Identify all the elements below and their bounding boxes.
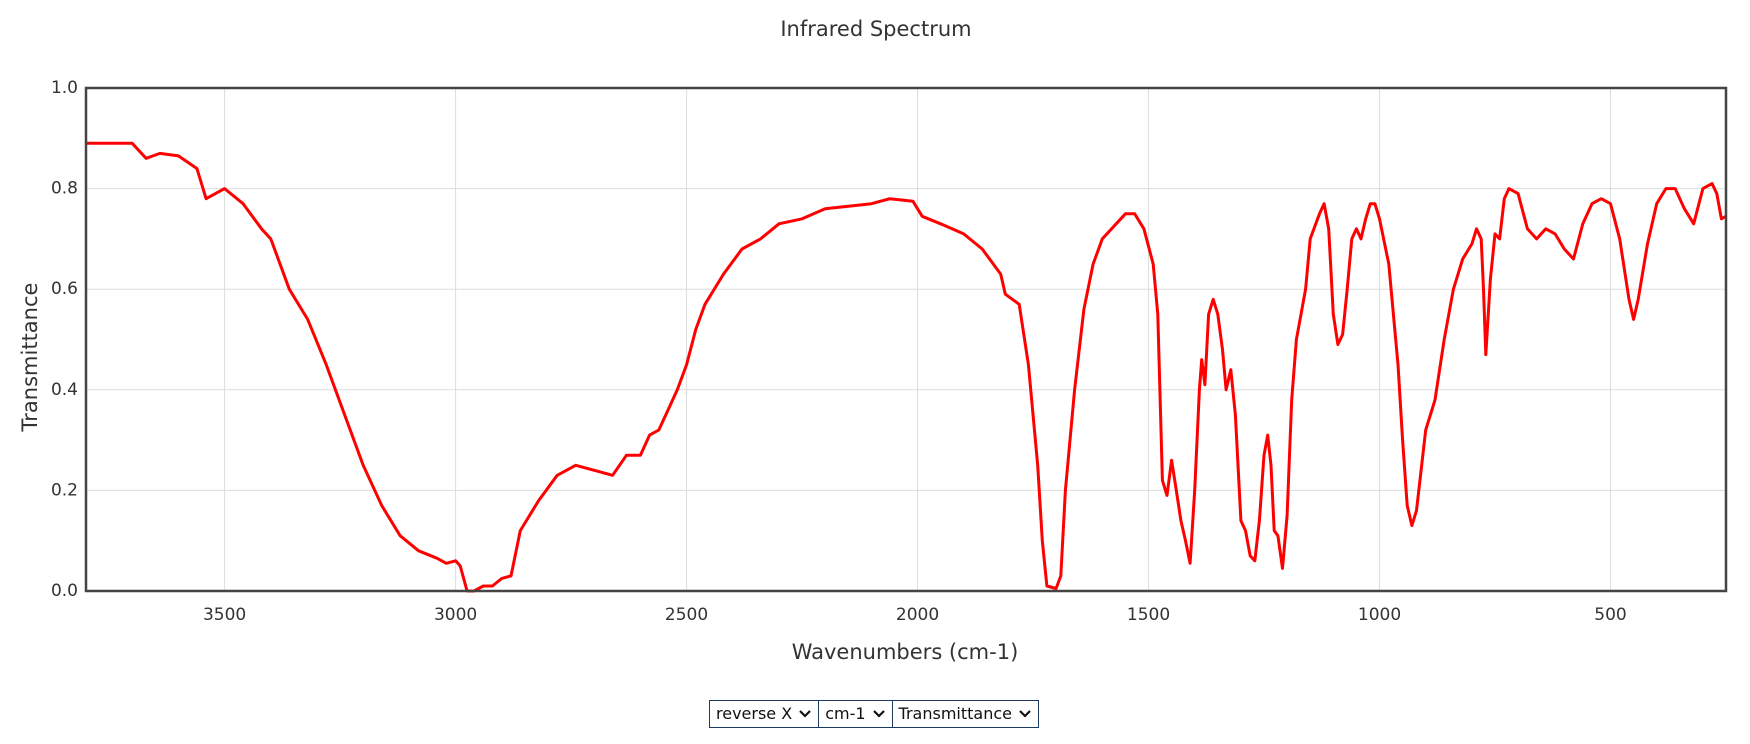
x-tick-label: 1000 bbox=[1358, 605, 1401, 625]
chart: Infrared Spectrum Wavenumbers (cm-1) Tra… bbox=[18, 17, 1728, 664]
x-tick-label: 2500 bbox=[665, 605, 708, 625]
dropdown-label: Transmittance bbox=[898, 704, 1012, 723]
y-axis-label: Transmittance bbox=[18, 283, 42, 433]
x-tick-label: 1500 bbox=[1127, 605, 1170, 625]
plot-frame bbox=[84, 86, 1728, 593]
dropdown-label: reverse X bbox=[716, 704, 793, 723]
chart-title: Infrared Spectrum bbox=[780, 17, 971, 41]
y-tick-label: 0.8 bbox=[51, 179, 78, 199]
dropdown[interactable]: cm-1 bbox=[818, 700, 893, 728]
x-tick-label: 2000 bbox=[896, 605, 939, 625]
chevron bbox=[872, 710, 885, 718]
y-tick-label: 1.0 bbox=[51, 78, 78, 98]
dropdown[interactable]: Transmittance bbox=[891, 700, 1039, 728]
dropdown[interactable]: reverse X bbox=[709, 700, 820, 728]
y-tick-label: 0.2 bbox=[51, 480, 78, 500]
x-tick-label: 500 bbox=[1594, 605, 1626, 625]
controls: reverse X cm-1 Transmittance bbox=[709, 700, 1039, 728]
y-tick-label: 0.0 bbox=[51, 581, 78, 601]
chevron bbox=[1019, 710, 1031, 718]
y-tick-label: 0.6 bbox=[51, 279, 78, 299]
dropdown-label: cm-1 bbox=[825, 704, 866, 723]
y-tick-label: 0.4 bbox=[51, 380, 78, 400]
spectrum-line bbox=[86, 141, 1727, 593]
x-tick-label: 3000 bbox=[434, 605, 477, 625]
chevron bbox=[799, 710, 811, 718]
x-tick-label: 3500 bbox=[203, 605, 246, 625]
x-axis-label: Wavenumbers (cm-1) bbox=[792, 640, 1019, 664]
